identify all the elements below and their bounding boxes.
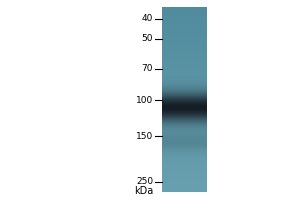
Text: 100: 100 [136, 96, 153, 105]
Text: 40: 40 [142, 14, 153, 23]
Text: kDa: kDa [134, 186, 153, 196]
Text: 150: 150 [136, 132, 153, 141]
Text: 50: 50 [142, 34, 153, 43]
Text: 70: 70 [142, 64, 153, 73]
Text: 250: 250 [136, 177, 153, 186]
